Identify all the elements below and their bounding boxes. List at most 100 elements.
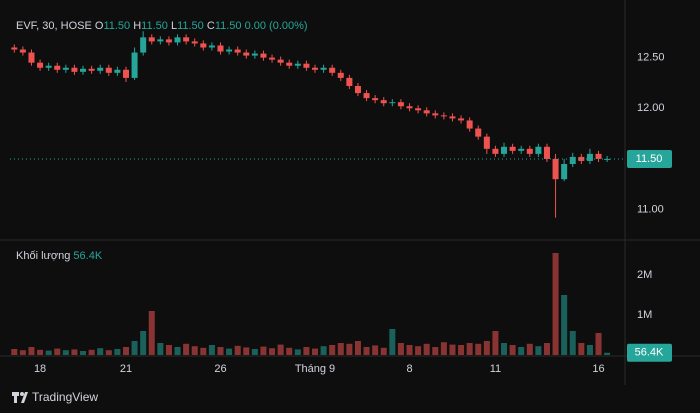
last-volume-label: 56.4K — [635, 347, 664, 359]
ohlc-value: 11.50 — [177, 20, 204, 32]
candle-body — [604, 158, 611, 160]
candle-body — [217, 45, 224, 52]
candle-body — [71, 67, 78, 72]
ohlc-key: C — [207, 20, 215, 32]
volume-bar — [569, 331, 576, 355]
volume-bar — [543, 343, 550, 355]
volume-bar — [260, 346, 267, 355]
candle-body — [561, 164, 568, 180]
last-price-tag — [627, 149, 672, 168]
volume-bar — [423, 343, 430, 355]
volume-bar — [131, 341, 138, 355]
volume-bar — [54, 348, 61, 355]
x-tick-label: 26 — [214, 363, 226, 375]
candle-body — [269, 57, 276, 60]
candle-body — [466, 120, 473, 129]
volume-bar — [406, 345, 413, 355]
candle-body — [45, 65, 52, 68]
candle-body — [19, 49, 26, 53]
candle-body — [294, 63, 301, 66]
candle-body — [595, 153, 602, 159]
candle-body — [97, 67, 104, 71]
volume-bar — [37, 349, 44, 355]
candle-body — [397, 102, 404, 107]
x-tick-label: 8 — [406, 363, 412, 375]
y-tick-label: 12.50 — [637, 52, 665, 64]
x-tick-label: 21 — [120, 363, 132, 375]
candle-body — [389, 102, 396, 104]
candle-body — [380, 100, 387, 104]
candle-body — [148, 37, 155, 42]
candle-body — [226, 49, 233, 52]
candle-body — [62, 67, 69, 70]
ohlc-key: H — [133, 20, 141, 32]
volume-bar — [105, 350, 112, 355]
volume-bar — [380, 347, 387, 355]
ohlc-value: 11.50 — [103, 20, 130, 32]
candle-body — [37, 62, 44, 68]
last-price-label: 11.50 — [636, 153, 663, 165]
volume-bar — [114, 349, 121, 355]
candle-body — [200, 43, 207, 48]
candle-body — [406, 106, 413, 109]
candle-body — [354, 85, 361, 94]
candle-body — [191, 41, 198, 44]
candle-body — [11, 47, 18, 50]
volume-bar — [19, 350, 26, 355]
volume-bar — [269, 348, 276, 355]
volume-bar — [397, 343, 404, 355]
volume-bar — [208, 345, 215, 355]
volume-bar — [303, 347, 310, 355]
candle-body — [501, 146, 508, 154]
volume-bar — [191, 346, 198, 355]
volume-bar — [11, 349, 18, 355]
volume-bar — [389, 329, 396, 355]
volume-bar — [552, 253, 559, 355]
volume-bar — [277, 344, 284, 355]
volume-bar — [62, 350, 69, 355]
volume-tick-label: 2M — [637, 269, 652, 281]
volume-bar — [526, 343, 533, 355]
candle-body — [509, 146, 516, 151]
candle-body — [526, 148, 533, 154]
candle-body — [483, 136, 490, 149]
y-tick-label: 11.00 — [637, 204, 664, 216]
x-tick-label: 16 — [592, 363, 604, 375]
volume-bar — [28, 347, 35, 355]
ohlc-key: O — [95, 20, 104, 32]
volume-bar — [595, 333, 602, 355]
volume-bar — [604, 352, 611, 355]
volume-bar — [329, 345, 336, 355]
volume-bar — [432, 347, 439, 355]
x-tick-label: 11 — [490, 363, 501, 375]
candle-body — [277, 59, 284, 63]
volume-bar — [354, 341, 361, 355]
candle-body — [569, 156, 576, 165]
x-tick-label: Tháng 9 — [295, 363, 335, 375]
volume-tick-label: 1M — [637, 309, 652, 321]
candle-body — [131, 52, 138, 78]
candle-body — [208, 45, 215, 48]
candle-body — [80, 68, 87, 72]
candle-body — [363, 93, 370, 99]
volume-bar — [363, 347, 370, 355]
volume-bar — [183, 343, 190, 355]
candle-body — [140, 37, 147, 53]
candle-body — [432, 113, 439, 116]
candle-body — [518, 148, 525, 151]
volume-bar — [535, 346, 542, 355]
candle-body — [157, 39, 164, 42]
candle-body — [303, 63, 310, 68]
candle-body — [423, 110, 430, 114]
volume-bar — [337, 343, 344, 355]
candle-body — [165, 39, 172, 43]
volume-bar — [226, 348, 233, 355]
volume-bar — [200, 347, 207, 355]
candle-body — [174, 37, 181, 43]
chart-header: EVF, 30, HOSE O11.50 H11.50 L11.50 C11.5… — [16, 20, 308, 32]
brand[interactable]: TradingView — [32, 390, 98, 404]
brand-logo — [12, 392, 28, 403]
candle-body — [183, 37, 190, 42]
y-tick-label: 12.00 — [637, 102, 665, 114]
volume-bar — [148, 311, 155, 355]
